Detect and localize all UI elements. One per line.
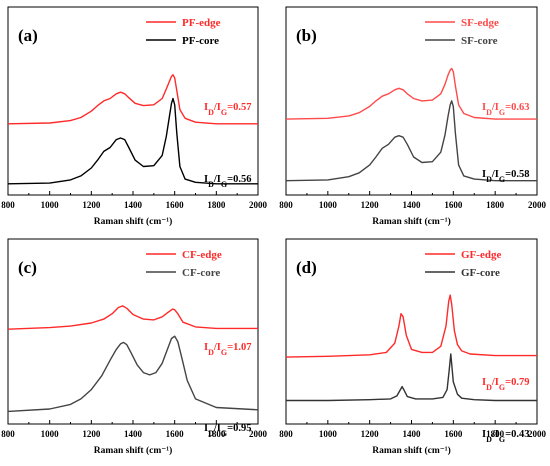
series-line-gf-core: [286, 353, 537, 402]
panel-label: (d): [296, 258, 317, 277]
series-line-gf-edge: [285, 294, 537, 358]
x-tick-label: 2000: [249, 200, 268, 210]
series-line-sf-edge: [285, 67, 537, 120]
legend-label: PF-core: [182, 35, 219, 47]
x-tick-label: 800: [279, 429, 293, 439]
panel-label: (c): [18, 258, 37, 277]
x-tick-label: 1000: [319, 200, 338, 210]
panel-a: 800 1000 1200 1400 1600 1800 2000 Raman shift (…: [1, 6, 268, 227]
series-line-pf-core: [7, 97, 258, 185]
x-tick-label: 1000: [41, 200, 60, 210]
legend-label: GF-edge: [461, 249, 501, 261]
x-tick-label: 1600: [166, 200, 185, 210]
x-tick-label: 1000: [41, 429, 60, 439]
legend-label: SF-core: [461, 35, 498, 47]
series-line-cf-core: [7, 335, 259, 413]
x-tick-label: 1800: [207, 200, 226, 210]
ratio-label: ID/IG=0.43: [482, 429, 529, 444]
ratio-label: ID/IG=0.57: [204, 102, 251, 117]
x-tick-label: 1400: [403, 200, 422, 210]
x-tick-label: 1400: [403, 429, 422, 439]
panel-label: (a): [18, 26, 38, 45]
x-tick-label: 1600: [444, 200, 463, 210]
x-tick-label: 1200: [82, 200, 101, 210]
x-tick-label: 2000: [249, 429, 268, 439]
plot-frame: [285, 6, 538, 196]
x-axis-label: Raman shift (cm⁻¹): [94, 445, 173, 456]
panel-b: 800 1000 1200 1400 1600 1800 2000 Raman shift (…: [279, 6, 547, 227]
panel-label: (b): [296, 26, 317, 45]
x-tick-label: 800: [279, 200, 293, 210]
x-tick-label: 1600: [444, 429, 463, 439]
ratio-label: ID/IG=0.63: [482, 102, 529, 117]
x-tick-label: 1200: [361, 200, 380, 210]
ratio-label: ID/IG=0.95: [204, 423, 251, 438]
plot-frame: [7, 238, 259, 425]
series-line-cf-edge: [7, 305, 258, 330]
x-axis-label: Raman shift (cm⁻¹): [372, 216, 451, 227]
legend-label: GF-core: [461, 267, 500, 279]
series-line-pf-edge: [7, 74, 258, 125]
x-tick-label: 1400: [124, 200, 143, 210]
x-tick-label: 1200: [82, 429, 101, 439]
x-tick-label: 800: [1, 429, 15, 439]
ratio-label: ID/IG=1.07: [204, 342, 251, 357]
series-line-sf-core: [285, 100, 537, 182]
legend-label: SF-edge: [461, 17, 499, 29]
ratio-label: ID/IG=0.56: [204, 174, 251, 189]
legend-label: PF-edge: [182, 17, 221, 29]
x-tick-label: 1800: [486, 200, 505, 210]
legend-label: CF-edge: [182, 249, 222, 261]
x-tick-label: 2000: [528, 200, 547, 210]
x-tick-label: 1600: [166, 429, 185, 439]
ratio-label: ID/IG=0.58: [482, 169, 529, 184]
panel-c: 800 1000 1200 1400 1600 1800 2000 Raman shift (…: [1, 238, 268, 456]
x-tick-label: 2000: [528, 429, 547, 439]
x-tick-label: 800: [1, 200, 15, 210]
x-tick-label: 1400: [124, 429, 143, 439]
x-tick-label: 1000: [319, 429, 338, 439]
x-tick-label: 1800: [486, 429, 505, 439]
legend-label: CF-core: [182, 267, 220, 279]
x-tick-label: 1800: [207, 429, 226, 439]
panel-d: 800 1000 1200 1400 1600 1800 2000 Raman shift (…: [279, 238, 547, 456]
x-tick-label: 1200: [361, 429, 380, 439]
ratio-label: ID/IG=0.79: [482, 377, 529, 392]
x-axis-label: Raman shift (cm⁻¹): [372, 445, 451, 456]
x-axis-label: Raman shift (cm⁻¹): [94, 216, 173, 227]
